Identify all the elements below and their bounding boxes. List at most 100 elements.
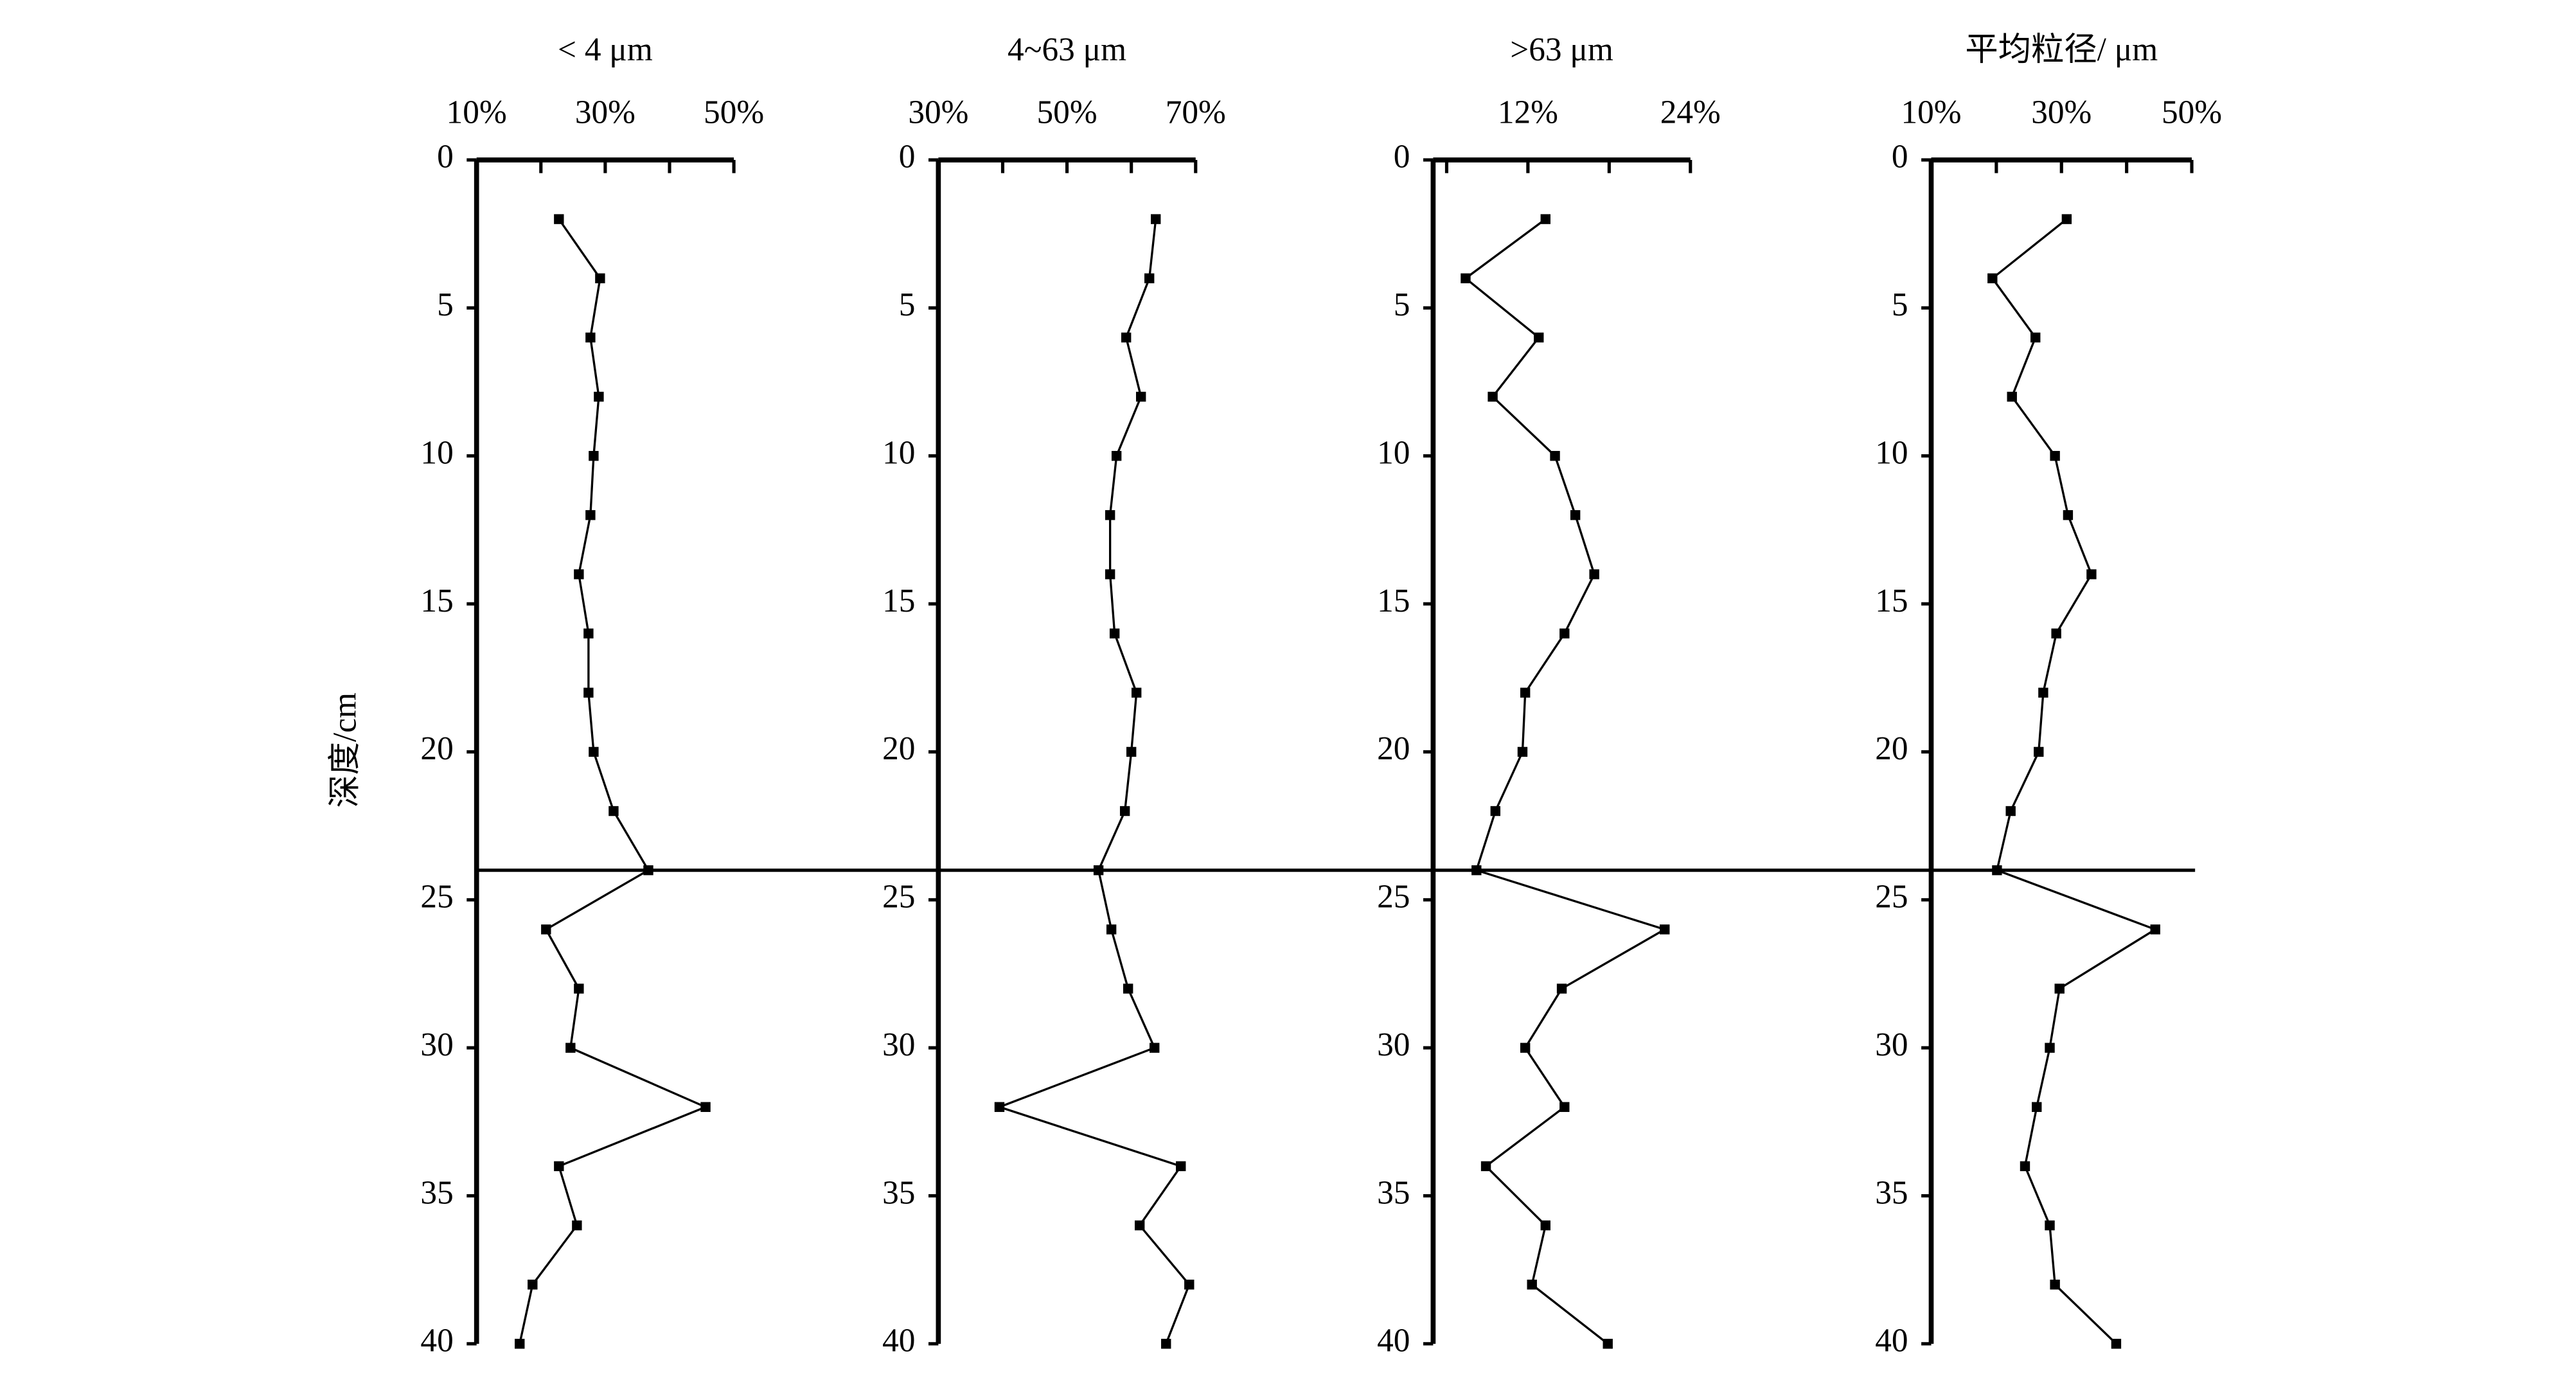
panel-title: 4~63 μm [1008,31,1126,68]
x-tick-label: 30% [908,94,968,130]
data-point [528,1279,538,1290]
y-tick-label: 30 [882,1027,915,1063]
data-point [1559,1102,1570,1112]
y-tick-label: 5 [437,287,454,323]
data-point [1109,628,1120,639]
y-tick-label: 40 [882,1323,915,1359]
data-point [1490,806,1501,816]
x-tick-label: 30% [575,94,635,130]
data-point [1105,510,1115,520]
data-point [1520,1043,1531,1053]
data-point [585,332,596,343]
data-point [1123,984,1133,994]
data-point [1150,1043,1160,1053]
y-tick-label: 0 [899,139,916,175]
data-point [1119,806,1130,816]
data-point [608,806,619,816]
data-point [585,510,596,520]
y-tick-label: 40 [1875,1323,1908,1359]
data-line [996,218,1191,1345]
data-point [1550,450,1560,461]
data-point [2061,214,2072,224]
data-point [1131,687,1142,698]
panel-title: < 4 μm [558,31,653,68]
data-point [595,273,605,283]
y-tick-label: 0 [1394,139,1410,175]
data-line [1991,218,2158,1345]
data-point [1527,1279,1537,1290]
data-point [2038,687,2048,698]
data-point [1559,628,1570,639]
y-tick-label: 25 [882,879,915,915]
data-point [1121,332,1132,343]
panel-title: >63 μm [1510,31,1613,68]
y-tick-label: 25 [1875,879,1908,915]
data-point [1488,391,1498,402]
x-tick-label: 30% [2031,94,2092,130]
data-point [2150,924,2160,935]
y-tick-label: 35 [1377,1174,1410,1211]
data-point [565,1043,576,1053]
data-point [1105,569,1115,579]
y-tick-label: 30 [1377,1027,1410,1063]
data-point [2032,1102,2042,1112]
data-line [1464,218,1667,1345]
data-point [1540,214,1550,224]
data-point [1134,1220,1145,1231]
data-point [589,450,599,461]
y-tick-label: 5 [1394,287,1410,323]
data-point [1176,1161,1186,1172]
data-point [2111,1339,2122,1349]
data-point [1987,273,1998,283]
y-axis-label: 深度/cm [326,692,363,808]
data-point [1570,510,1581,520]
data-point [2005,806,2016,816]
data-point [541,924,551,935]
y-tick-label: 10 [1377,434,1410,471]
data-point [515,1339,525,1349]
y-tick-label: 15 [1875,583,1908,619]
x-tick-label: 24% [1660,94,1721,130]
y-tick-label: 0 [1892,139,1908,175]
data-point [594,391,604,402]
y-tick-label: 30 [1875,1027,1908,1063]
data-point [1126,746,1137,757]
x-tick-label: 12% [1498,94,1558,130]
data-point [1520,687,1531,698]
x-tick-label: 10% [447,94,507,130]
panel-title: 平均粒径/ μm [1965,31,2158,68]
x-tick-label: 50% [2162,94,2222,130]
data-point [2051,628,2061,639]
y-tick-label: 10 [1875,434,1908,471]
data-line [519,218,709,1345]
x-tick-label: 10% [1901,94,1961,130]
data-point [2086,569,2097,579]
data-point [1184,1279,1195,1290]
y-tick-label: 15 [1377,583,1410,619]
data-point [2045,1043,2055,1053]
data-point [1556,984,1567,994]
data-point [2063,510,2074,520]
data-point [574,569,584,579]
y-tick-label: 15 [882,583,915,619]
data-point [700,1102,711,1112]
data-point [554,214,564,224]
y-tick-label: 20 [1875,730,1908,767]
data-point [2045,1220,2055,1231]
y-tick-label: 20 [882,730,915,767]
data-point [2030,332,2041,343]
data-point [1106,924,1117,935]
data-point [574,984,584,994]
y-tick-label: 5 [1892,287,1908,323]
data-point [1603,1339,1613,1349]
data-point [2007,391,2017,402]
data-point [1144,273,1155,283]
data-point [2020,1161,2030,1172]
data-point [1660,924,1670,935]
data-point [1480,1161,1491,1172]
y-tick-label: 35 [1875,1174,1908,1211]
y-tick-label: 25 [420,879,453,915]
x-tick-label: 50% [704,94,764,130]
